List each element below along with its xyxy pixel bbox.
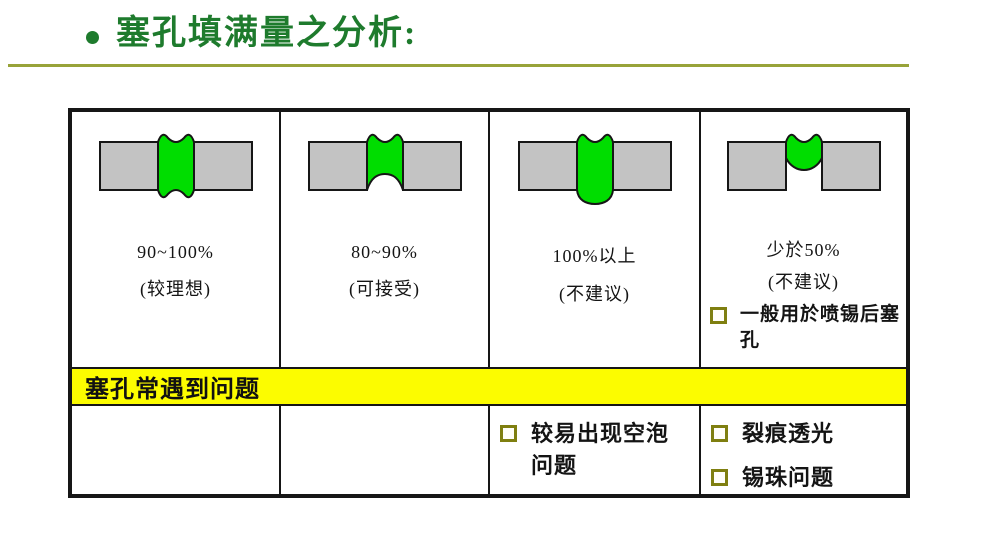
fill-level-label: 少於50% [766,240,841,260]
verdict-label: (不建议) [768,272,839,292]
square-bullet-icon [711,469,728,487]
fill-category-cell-90-100: 90~100% (较理想) [72,112,281,367]
fill-category-cell-under-50: 少於50% (不建议) 一般用於喷锡后塞孔 [701,112,906,367]
fill-category-cell-80-90: 80~90% (可接受) [281,112,490,367]
problem-header-label: 塞孔常遇到问题 [85,376,260,403]
fill-analysis-table: 90~100% (较理想) 80~90% (可接受) [68,108,910,498]
fill-level-label: 90~100% [137,242,214,262]
fill-category-cell-over-100: 100%以上 (不建议) [490,112,701,367]
title-underline [8,64,909,67]
square-bullet-icon [500,425,517,443]
square-bullet-icon [711,425,728,443]
problem-cell-under-50: 裂痕透光 锡珠问题 [701,406,906,494]
note-text: 一般用於喷锡后塞孔 [740,304,901,351]
problem-cell-80-90 [281,406,490,494]
verdict-label: (较理想) [140,279,211,299]
bullet-dot-icon [86,31,99,44]
hole-fill-diagram-over-100-icon [517,133,672,205]
fill-category-row: 90~100% (较理想) 80~90% (可接受) [72,112,906,367]
problem-row: 较易出现空泡问题 裂痕透光 锡珠问题 [72,406,906,494]
hole-fill-diagram-80-90-icon [307,133,462,191]
square-bullet-icon [710,307,727,324]
problem-item: 裂痕透光 [711,418,906,450]
problem-item: 锡珠问题 [711,462,906,494]
problem-cell-90-100 [72,406,281,494]
problem-text: 裂痕透光 [742,421,835,447]
fill-level-label: 80~90% [351,242,418,262]
problem-header-row: 塞孔常遇到问题 [72,366,906,407]
problem-text: 较易出现空泡问题 [531,421,670,479]
problem-text: 锡珠问题 [742,465,835,491]
problem-item: 较易出现空泡问题 [500,418,699,482]
problem-cell-over-100: 较易出现空泡问题 [490,406,701,494]
note-item: 一般用於喷锡后塞孔 [710,302,902,353]
hole-fill-diagram-90-100-icon [98,133,253,199]
verdict-label: (可接受) [349,279,420,299]
verdict-label: (不建议) [559,284,630,304]
fill-level-label: 100%以上 [552,246,637,266]
slide-header: 塞孔填满量之分析: [86,12,417,56]
hole-fill-diagram-under-50-icon [726,133,881,191]
slide-title: 塞孔填满量之分析: [116,15,418,52]
